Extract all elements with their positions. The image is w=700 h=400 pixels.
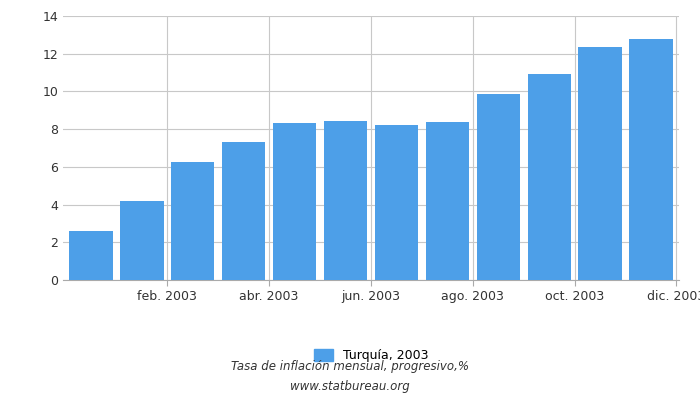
Bar bbox=[172, 162, 214, 280]
Text: www.statbureau.org: www.statbureau.org bbox=[290, 380, 410, 393]
Bar bbox=[629, 39, 673, 280]
Bar bbox=[426, 122, 469, 280]
Bar bbox=[273, 124, 316, 280]
Text: Tasa de inflación mensual, progresivo,%: Tasa de inflación mensual, progresivo,% bbox=[231, 360, 469, 373]
Bar bbox=[477, 94, 520, 280]
Legend: Turquía, 2003: Turquía, 2003 bbox=[309, 344, 433, 367]
Bar bbox=[528, 74, 570, 280]
Bar bbox=[324, 121, 368, 280]
Bar bbox=[120, 201, 164, 280]
Bar bbox=[374, 125, 418, 280]
Bar bbox=[222, 142, 265, 280]
Bar bbox=[578, 47, 622, 280]
Bar bbox=[69, 231, 113, 280]
